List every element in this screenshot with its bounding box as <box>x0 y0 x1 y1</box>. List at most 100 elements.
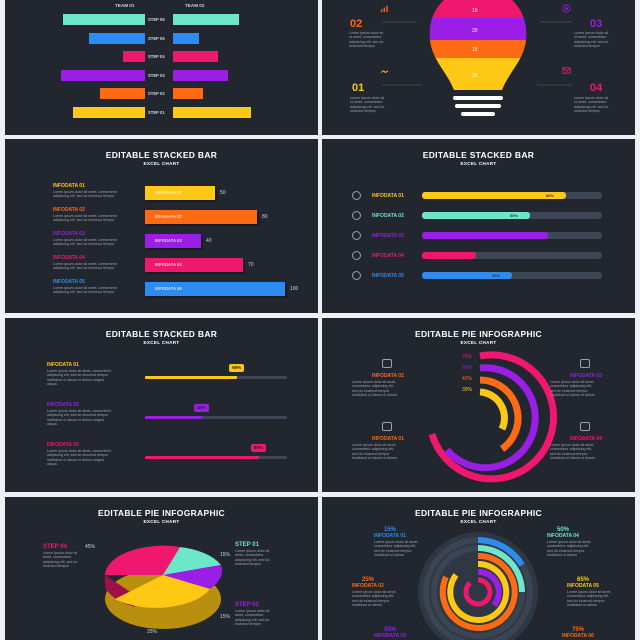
step-label: STEP 01 <box>148 109 165 115</box>
progress-fill[interactable] <box>422 192 566 199</box>
infodata-label: INFODATA 01 <box>372 436 404 442</box>
arc-pct-3: 40% <box>462 376 473 382</box>
right-bar[interactable] <box>173 106 252 118</box>
desc-line: eiusmod tempor <box>235 621 261 626</box>
slide-pie-infographic-1[interactable]: EDITABLE PIE INFOGRAPHIC EXCEL CHART 75%… <box>322 318 635 492</box>
desc-line: Lorem ipsum dolor sit amet, <box>352 590 397 594</box>
bulb-segment-yellow <box>429 58 527 90</box>
slide-stacked-bar-3[interactable]: EDITABLE STACKED BAR EXCEL CHART INFODAT… <box>5 318 318 492</box>
infodata-label: INFODATA 04 <box>547 533 579 539</box>
slide-subtitle: EXCEL CHART <box>143 340 180 345</box>
desc-line: consectetur adipiscing elit, <box>550 384 593 389</box>
slide-title: EDITABLE STACKED BAR <box>422 150 535 160</box>
progress-fill[interactable] <box>422 272 512 279</box>
desc-line: sed do eiusmod tempor <box>550 451 588 456</box>
desc-line: eiusmod tempor <box>574 43 600 48</box>
slider-fill[interactable] <box>145 376 238 379</box>
right-bar[interactable] <box>173 32 200 44</box>
progress-fill[interactable] <box>422 232 548 239</box>
row-icon <box>352 231 361 240</box>
bulb-segment-orange <box>429 40 527 58</box>
item-icon <box>382 359 392 368</box>
arc-40 <box>479 376 522 452</box>
desc-line: Lorem ipsum dolor sit amet, consectetur <box>53 286 117 290</box>
infodata-label: INFODATA 02 <box>372 373 404 379</box>
left-bar[interactable] <box>63 14 145 25</box>
left-bar[interactable] <box>89 32 145 44</box>
slider-fill[interactable] <box>145 456 259 459</box>
desc-line: incididunt ut labore <box>374 552 405 557</box>
desc-line: Lorem ipsum dolor sit amet, <box>374 540 419 544</box>
left-bar[interactable] <box>100 88 145 99</box>
desc-line: Lorem ipsum dolor sit amet, <box>352 380 397 384</box>
team1-label: TEAM 01 <box>115 3 135 8</box>
desc-line: eiusmod tempor <box>350 108 376 113</box>
desc-line: incididunt ut labore et dolore magna <box>47 417 105 422</box>
pie-slice-step02 <box>163 565 223 589</box>
value-bar[interactable] <box>145 258 243 272</box>
desc-line: adipiscing elit, sed do <box>574 104 609 109</box>
desc-line: incididunt ut labore et dolore magna <box>47 457 105 462</box>
slide-butterfly-chart[interactable]: TEAM 01 TEAM 02 STEP 06 STEP 05 STEP 04 STE… <box>5 0 318 135</box>
slider-badge: 80% <box>250 444 266 452</box>
desc-line: Lorem ipsum dolor sit <box>43 551 78 555</box>
right-bar[interactable] <box>173 14 239 25</box>
step-label: STEP 06 <box>148 17 165 22</box>
mail-icon <box>562 67 571 74</box>
item-icon <box>382 422 392 431</box>
left-bar[interactable] <box>73 106 145 118</box>
desc-line: incididunt ut labore <box>352 602 383 607</box>
step-pct: 15% <box>220 552 231 558</box>
desc-line: sed do eiusmod tempor <box>352 451 390 456</box>
row-icon <box>352 191 361 200</box>
arc-60 <box>444 364 539 472</box>
desc-line: eiusmod tempor <box>43 563 69 568</box>
step-label: STEP 03 <box>148 72 165 78</box>
infodata-label: INFODATA 03 <box>47 442 79 448</box>
desc-line: Lorem ipsum dolor sit amet, consectetur <box>53 262 117 266</box>
desc-line: Lorem ipsum dolor sit amet, <box>567 590 612 594</box>
progress-fill[interactable] <box>422 212 530 219</box>
desc-line: aliqua. <box>47 461 58 466</box>
left-bar[interactable] <box>123 51 145 62</box>
row-icon <box>352 251 361 260</box>
right-bar[interactable] <box>173 51 219 62</box>
item-pct: 50% <box>557 527 570 533</box>
slide-title: EDITABLE PIE INFOGRAPHIC <box>98 508 225 518</box>
infodata-label: INFODATA 01 <box>53 183 85 189</box>
slide-stacked-bar-2[interactable]: EDITABLE STACKED BAR EXCEL CHART INFODAT… <box>322 139 635 313</box>
slider-badge: 40% <box>193 404 209 412</box>
step-label: STEP 04 <box>148 54 165 59</box>
desc-line: incididunt ut labore et dolore <box>352 392 398 397</box>
value-bar[interactable] <box>145 282 285 296</box>
desc-line: adipiscing elit, sed do eiusmod tempor <box>53 194 115 199</box>
left-bar[interactable] <box>61 69 145 81</box>
bar-label: INFODATA 05 <box>155 286 182 291</box>
step-label: STEP 02 <box>235 602 259 608</box>
slide-pie-infographic-3[interactable]: EDITABLE PIE INFOGRAPHIC EXCEL CHART 15%… <box>322 497 635 640</box>
bulb-value-1: 15 <box>472 8 478 14</box>
desc-line: Lorem ipsum dolor sit amet, <box>550 380 595 384</box>
pie-slice-step01 <box>163 547 221 575</box>
infodata-label: INFODATA 04 <box>53 255 85 261</box>
bulb-base-3 <box>461 112 495 116</box>
infodata-label: INFODATA 06 <box>562 633 594 639</box>
slider-fill[interactable] <box>145 416 202 419</box>
slide-title: EDITABLE PIE INFOGRAPHIC <box>415 508 542 518</box>
slide-bulb-infographic[interactable]: 15 20 15 35 02 03 01 04 Lorem ipsum dolo… <box>322 0 635 135</box>
desc-line: incididunt ut labore et dolore magna <box>47 377 105 382</box>
item-02-number: 02 <box>350 18 363 30</box>
value-bar[interactable] <box>145 234 201 248</box>
desc-line: Lorem ipsum dolor sit <box>574 96 609 100</box>
right-bar[interactable] <box>173 88 203 99</box>
value-bar[interactable] <box>145 210 257 224</box>
desc-line: ut amet, consectetur <box>574 35 607 40</box>
right-bar[interactable] <box>173 69 228 81</box>
desc-line: Lorem ipsum dolor sit amet, consectetur <box>47 369 111 373</box>
progress-fill[interactable] <box>422 252 476 259</box>
slide-stacked-bar-1[interactable]: EDITABLE STACKED BAR EXCEL CHART INFODAT… <box>5 139 318 313</box>
slider-track <box>145 416 287 419</box>
desc-line: eiusmod tempor <box>349 43 375 48</box>
value-bar[interactable] <box>145 186 215 200</box>
slide-pie-infographic-2[interactable]: EDITABLE PIE INFOGRAPHIC EXCEL CHART STE… <box>5 497 318 640</box>
